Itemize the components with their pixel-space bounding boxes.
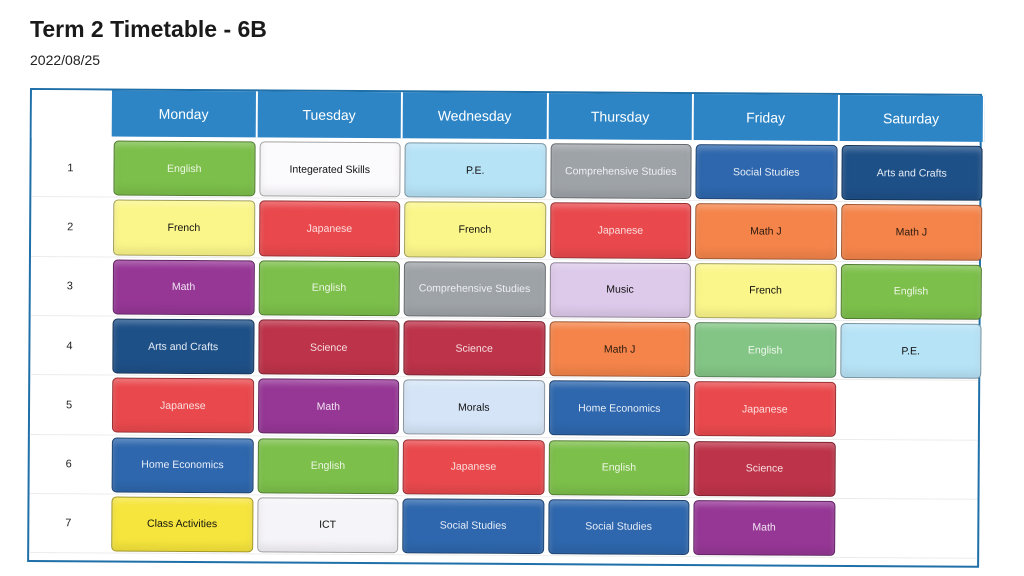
class-cell-thursday-period-6[interactable]: English	[548, 439, 690, 496]
class-cell-wednesday-period-5[interactable]: Morals	[402, 379, 545, 436]
class-cell-tuesday-period-7[interactable]: ICT	[256, 497, 399, 554]
day-header-friday: Friday	[693, 94, 840, 141]
class-cell-monday-period-5[interactable]: Japanese	[111, 377, 254, 434]
period-label-4: 4	[66, 339, 73, 352]
class-cell-saturday-period-1[interactable]: Arts and Crafts	[840, 144, 983, 202]
class-cell-friday-period-1[interactable]: Social Studies	[695, 144, 838, 201]
class-cell-saturday-period-3[interactable]: English	[840, 263, 982, 320]
class-cell-saturday-period-4[interactable]: P.E.	[839, 322, 982, 380]
timetable-date: 2022/08/25	[30, 52, 101, 68]
day-header-saturday: Saturday	[839, 94, 985, 142]
class-cell-friday-period-6[interactable]: Science	[693, 440, 836, 497]
class-cell-friday-period-7[interactable]: Math	[693, 499, 835, 557]
class-cell-monday-period-1[interactable]: English	[113, 140, 256, 197]
class-cell-wednesday-period-1[interactable]: P.E.	[404, 142, 547, 199]
class-cell-thursday-period-3[interactable]: Music	[549, 261, 691, 318]
class-cell-monday-period-7[interactable]: Class Activities	[111, 496, 254, 553]
class-cell-tuesday-period-5[interactable]: Math	[257, 378, 400, 435]
class-cell-friday-period-4[interactable]: English	[694, 321, 837, 379]
period-label-3: 3	[66, 280, 73, 293]
class-cell-wednesday-period-6[interactable]: Japanese	[402, 438, 545, 495]
class-cell-tuesday-period-6[interactable]: English	[257, 437, 399, 495]
class-cell-thursday-period-7[interactable]: Social Studies	[547, 498, 690, 556]
period-label-2: 2	[67, 221, 74, 234]
day-header-monday: Monday	[111, 90, 258, 138]
class-cell-tuesday-period-1[interactable]: Integerated Skills	[258, 141, 401, 198]
class-cell-thursday-period-1[interactable]: Comprehensive Studies	[549, 143, 692, 200]
class-cell-thursday-period-4[interactable]: Math J	[548, 321, 691, 378]
class-cell-wednesday-period-3[interactable]: Comprehensive Studies	[403, 260, 546, 318]
timetable-grid: Monday Tuesday Wednesday Thursday Friday Satu…	[27, 88, 985, 568]
class-cell-friday-period-5[interactable]: Japanese	[693, 381, 836, 438]
class-cell-saturday-period-2[interactable]: Math J	[840, 204, 983, 261]
class-cell-monday-period-2[interactable]: French	[112, 199, 255, 256]
period-label-1: 1	[67, 161, 74, 174]
period-label-6: 6	[65, 458, 72, 471]
class-cell-tuesday-period-3[interactable]: English	[258, 259, 400, 317]
day-header-tuesday: Tuesday	[257, 91, 403, 139]
class-cell-wednesday-period-2[interactable]: French	[403, 201, 546, 258]
class-cell-tuesday-period-2[interactable]: Japanese	[258, 200, 401, 257]
class-cell-thursday-period-2[interactable]: Japanese	[549, 202, 692, 259]
period-label-5: 5	[65, 399, 73, 412]
class-cell-monday-period-6[interactable]: Home Economics	[111, 437, 254, 494]
class-cell-tuesday-period-4[interactable]: Science	[257, 319, 400, 376]
day-header-thursday: Thursday	[548, 93, 694, 141]
class-cell-wednesday-period-7[interactable]: Social Studies	[402, 498, 544, 555]
class-cell-wednesday-period-4[interactable]: Science	[403, 320, 546, 377]
class-cell-monday-period-4[interactable]: Arts and Crafts	[112, 318, 255, 375]
page-title: Term 2 Timetable - 6B	[30, 16, 267, 42]
class-cell-friday-period-3[interactable]: French	[694, 262, 837, 319]
corner-cell	[31, 90, 112, 139]
day-header-wednesday: Wednesday	[402, 92, 549, 140]
period-label-7: 7	[65, 517, 72, 530]
class-cell-friday-period-2[interactable]: Math J	[694, 203, 837, 260]
class-cell-monday-period-3[interactable]: Math	[112, 259, 255, 316]
class-cell-thursday-period-5[interactable]: Home Economics	[548, 380, 691, 437]
